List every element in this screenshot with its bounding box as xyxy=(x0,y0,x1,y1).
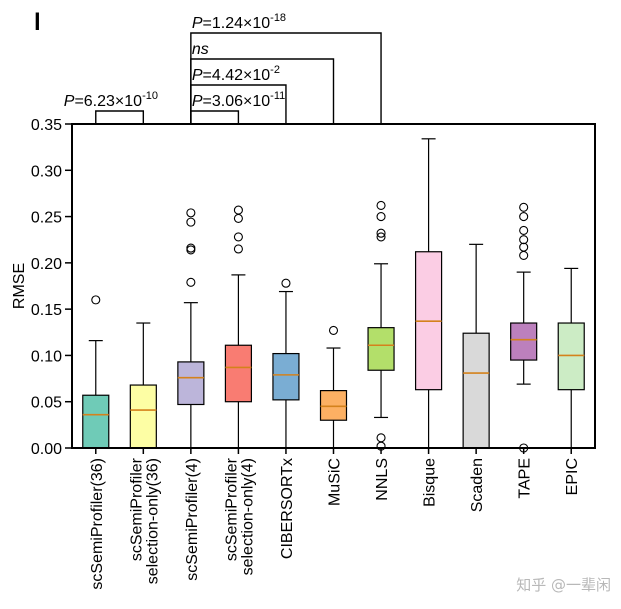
significance-label: P=1.24×10-18 xyxy=(192,12,286,32)
outlier-point xyxy=(233,232,243,242)
x-tick-label: scSemiProfiler(36) xyxy=(89,458,106,590)
box-body xyxy=(510,322,538,361)
y-tick-label: 0.00 xyxy=(31,441,62,458)
significance-label: ns xyxy=(192,41,209,58)
outlier-point xyxy=(186,208,196,218)
x-tick-label: TAPE xyxy=(517,458,534,499)
significance-label: P=3.06×10-11 xyxy=(192,90,285,110)
outlier-point xyxy=(233,205,243,215)
outlier-point xyxy=(233,213,243,223)
outlier-point xyxy=(376,228,386,238)
outlier-point xyxy=(186,243,196,253)
box-1 xyxy=(82,295,110,449)
x-tick-label: scSemiProfilerselection-only(4) xyxy=(223,457,256,575)
y-tick-label: 0.35 xyxy=(31,117,62,134)
box-body xyxy=(82,394,110,449)
significance-label: P=6.23×10-10 xyxy=(64,90,158,110)
y-tick-label: 0.20 xyxy=(31,256,62,273)
box-body xyxy=(557,322,585,391)
outlier-point xyxy=(281,278,291,288)
outlier-point xyxy=(519,235,529,245)
x-tick-label: Bisque xyxy=(422,458,439,507)
x-tick-label: Scaden xyxy=(469,458,486,512)
outlier-point xyxy=(376,232,386,242)
box-body xyxy=(319,390,348,421)
outlier-point xyxy=(376,433,386,443)
outlier-point xyxy=(519,202,529,212)
bracket-line xyxy=(95,110,145,123)
box-body xyxy=(462,332,490,449)
box-3 xyxy=(177,208,205,448)
box-7 xyxy=(367,200,395,451)
box-8 xyxy=(414,138,443,448)
outlier-point xyxy=(186,217,196,227)
x-tick-label: EPIC xyxy=(564,458,581,495)
outlier-point xyxy=(186,277,196,287)
watermark: 知乎 @一辈闲 xyxy=(516,576,611,594)
bracket-line xyxy=(190,32,382,123)
significance-bracket: P=1.24×10-18 xyxy=(190,12,382,123)
box-4 xyxy=(224,205,253,448)
outlier-point xyxy=(376,200,386,211)
y-tick-label: 0.30 xyxy=(31,163,62,180)
outlier-point xyxy=(519,212,529,222)
y-tick-label: 0.10 xyxy=(31,348,62,365)
outlier-point xyxy=(519,242,529,252)
box-body xyxy=(224,344,253,403)
box-body xyxy=(177,361,205,406)
box-11 xyxy=(557,267,585,448)
bracket-line xyxy=(190,110,240,123)
x-tick-label: scSemiProfilerselection-only(36) xyxy=(128,457,161,584)
outlier-point xyxy=(519,225,529,236)
y-tick-label: 0.25 xyxy=(31,210,62,227)
outlier-point xyxy=(91,295,101,305)
panel-label: l xyxy=(34,9,41,36)
outlier-point xyxy=(519,250,529,261)
x-tick-label: MuSiC xyxy=(327,458,344,506)
box-2 xyxy=(129,322,157,449)
x-tick-label: CIBERSORTx xyxy=(279,458,296,559)
box-5 xyxy=(272,278,300,448)
box-10 xyxy=(510,202,538,453)
box-6 xyxy=(319,325,348,448)
box-body xyxy=(272,352,300,401)
significance-bracket: P=6.23×10-10 xyxy=(64,90,158,123)
y-tick-label: 0.05 xyxy=(31,395,62,412)
outlier-point xyxy=(233,244,243,254)
box-9 xyxy=(462,243,490,449)
outlier-point xyxy=(376,212,386,222)
significance-bracket: P=3.06×10-11 xyxy=(190,90,285,123)
y-axis-label: RMSE xyxy=(11,263,28,309)
x-tick-label: scSemiProfiler(4) xyxy=(184,458,201,581)
x-tick-label: NNLS xyxy=(374,458,391,501)
outlier-point xyxy=(186,245,196,255)
outlier-point xyxy=(328,325,339,335)
significance-label: P=4.42×10-2 xyxy=(192,64,280,84)
y-tick-label: 0.15 xyxy=(31,302,62,319)
box-body xyxy=(129,384,157,449)
box-body xyxy=(367,327,395,371)
